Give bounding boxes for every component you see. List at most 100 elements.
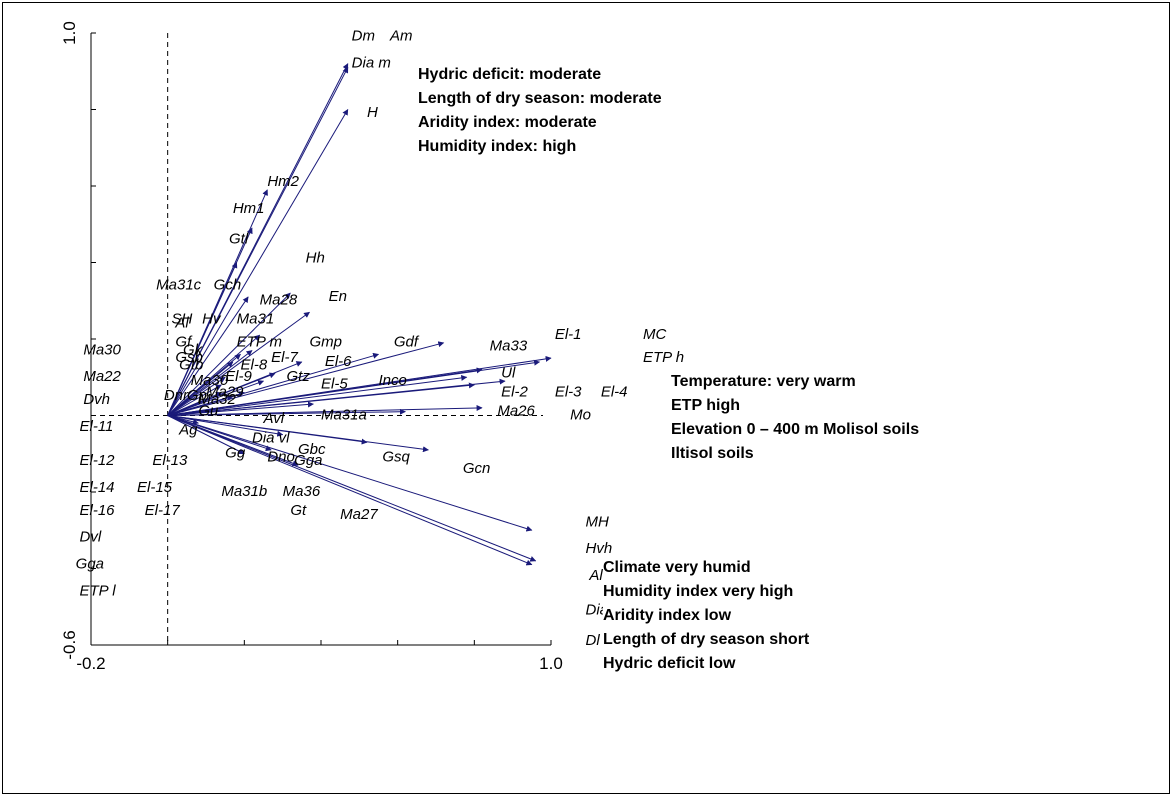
cluster-label: Gu bbox=[198, 403, 219, 420]
vector-label: Gsq bbox=[382, 448, 410, 465]
vector-label: Ma31 bbox=[237, 311, 275, 328]
annotation-line: Length of dry season: moderate bbox=[418, 90, 662, 107]
vector-label: Gt bbox=[290, 502, 307, 519]
vector-label: Hm2 bbox=[267, 173, 299, 190]
vector-label: ETP l bbox=[80, 582, 117, 599]
cluster-label: Gf bbox=[175, 334, 193, 351]
cluster-label: Ma30 bbox=[191, 372, 229, 389]
y-tick-label: 1.0 bbox=[60, 21, 79, 45]
vector-label: SH bbox=[172, 311, 193, 328]
vector-label: Dvl bbox=[80, 529, 102, 546]
vector-arrow bbox=[167, 66, 349, 416]
vector-label: Gch bbox=[214, 276, 242, 293]
vector-label: H bbox=[367, 104, 378, 121]
vector-arrow bbox=[167, 408, 406, 416]
vector-arrow bbox=[167, 108, 349, 416]
cluster-label: Gp bbox=[187, 387, 207, 404]
cluster-label: Ma32 bbox=[198, 391, 236, 408]
vector-label: Hv bbox=[202, 311, 222, 328]
vector-label: Ma22 bbox=[83, 368, 121, 385]
vector-label: Ma26 bbox=[497, 403, 535, 420]
vector-label: Al bbox=[588, 567, 603, 584]
vector-arrow bbox=[167, 415, 533, 532]
annotation-line: Hydric deficit: moderate bbox=[418, 66, 602, 83]
vector-label: Ul bbox=[501, 364, 516, 381]
vector-arrow bbox=[167, 415, 272, 452]
vector-label: Gmp bbox=[310, 334, 343, 351]
vector-label: Ma29 bbox=[206, 383, 244, 400]
vector-label: Ma31b bbox=[221, 483, 267, 500]
cluster-label: Gtb bbox=[179, 357, 203, 374]
vector-arrow bbox=[167, 415, 199, 425]
vector-label: Gtz bbox=[287, 368, 311, 385]
x-tick-label: 1.0 bbox=[539, 654, 563, 673]
cluster-label: Ag bbox=[178, 422, 198, 439]
vector-label: El-5 bbox=[321, 376, 348, 393]
annotation-line: ETP high bbox=[671, 397, 741, 414]
vector-label: El-2 bbox=[501, 383, 528, 400]
vector-label: El-14 bbox=[80, 479, 115, 496]
vector-label: Dia m bbox=[352, 54, 391, 71]
vector-label: Gga bbox=[76, 556, 104, 573]
vector-label: Avl bbox=[263, 410, 285, 427]
vector-arrow bbox=[167, 415, 245, 455]
vector-label: Ma30 bbox=[83, 341, 121, 358]
vector-label: ETP m bbox=[237, 334, 282, 351]
vector-label: ETP h bbox=[643, 349, 684, 366]
vector-arrow bbox=[167, 374, 468, 416]
vector-label: Dia vl bbox=[252, 429, 290, 446]
vector-label: Hm1 bbox=[233, 200, 265, 217]
vector-label: Hh bbox=[306, 250, 325, 267]
vector-label: Gbc bbox=[298, 441, 326, 458]
vector-label: El-11 bbox=[80, 418, 114, 435]
vector-arrow bbox=[167, 361, 234, 416]
annotation-top: Hydric deficit: moderate Length of dry s… bbox=[418, 63, 662, 159]
cluster-label: Gk bbox=[183, 341, 204, 358]
annotation-line: Aridity index low bbox=[603, 607, 732, 624]
vector-arrow bbox=[167, 367, 483, 416]
y-tick-label: -0.6 bbox=[60, 630, 79, 659]
annotation-line: Humidity index very high bbox=[603, 583, 794, 600]
annotation-line: Climate very humid bbox=[603, 559, 751, 576]
vector-label: Gdf bbox=[394, 334, 420, 351]
annotation-line: Iltisol soils bbox=[671, 445, 754, 462]
annotation-line: Hydric deficit low bbox=[603, 655, 736, 672]
vector-arrow bbox=[167, 401, 314, 416]
vector-label: El-16 bbox=[80, 502, 116, 519]
vector-label: El-17 bbox=[145, 502, 181, 519]
vector-arrow bbox=[167, 261, 238, 416]
vector-label: El-15 bbox=[137, 479, 173, 496]
vector-label: El-9 bbox=[225, 368, 252, 385]
cluster-label: Dnr bbox=[164, 387, 189, 404]
vector-arrow bbox=[167, 380, 265, 416]
vector-label: Gg bbox=[225, 445, 246, 462]
vector-arrow bbox=[167, 415, 537, 562]
vector-label: Ma28 bbox=[260, 292, 298, 309]
vector-label: Dl bbox=[586, 632, 601, 649]
vector-label: El-1 bbox=[555, 326, 582, 343]
cluster-label: Al bbox=[174, 315, 189, 332]
vector-arrow bbox=[167, 384, 222, 416]
vector-arrow bbox=[167, 296, 249, 416]
annotation-line: Temperature: very warm bbox=[671, 373, 856, 390]
vector-label: Gcn bbox=[463, 460, 491, 477]
vector-label: Ma31c bbox=[156, 276, 202, 293]
annotation-line: Length of dry season short bbox=[603, 631, 810, 648]
vector-label: Hvh bbox=[586, 540, 613, 557]
vector-label: Ma31a bbox=[321, 406, 367, 423]
annotation-line: Elevation 0 – 400 m Molisol soils bbox=[671, 421, 920, 438]
annotation-line: Aridity index: moderate bbox=[418, 114, 597, 131]
vector-label: El-3 bbox=[555, 383, 582, 400]
vector-label: Dvh bbox=[83, 391, 110, 408]
vector-arrow bbox=[167, 376, 226, 416]
vector-label: El-8 bbox=[241, 357, 268, 374]
vector-label: Am bbox=[389, 28, 413, 45]
vector-arrow bbox=[167, 415, 368, 445]
vector-arrow bbox=[167, 395, 234, 416]
vector-label: El-4 bbox=[601, 383, 628, 400]
vector-arrow bbox=[167, 350, 253, 416]
vector-label: Dm bbox=[352, 28, 375, 45]
vector-arrow bbox=[167, 415, 299, 467]
